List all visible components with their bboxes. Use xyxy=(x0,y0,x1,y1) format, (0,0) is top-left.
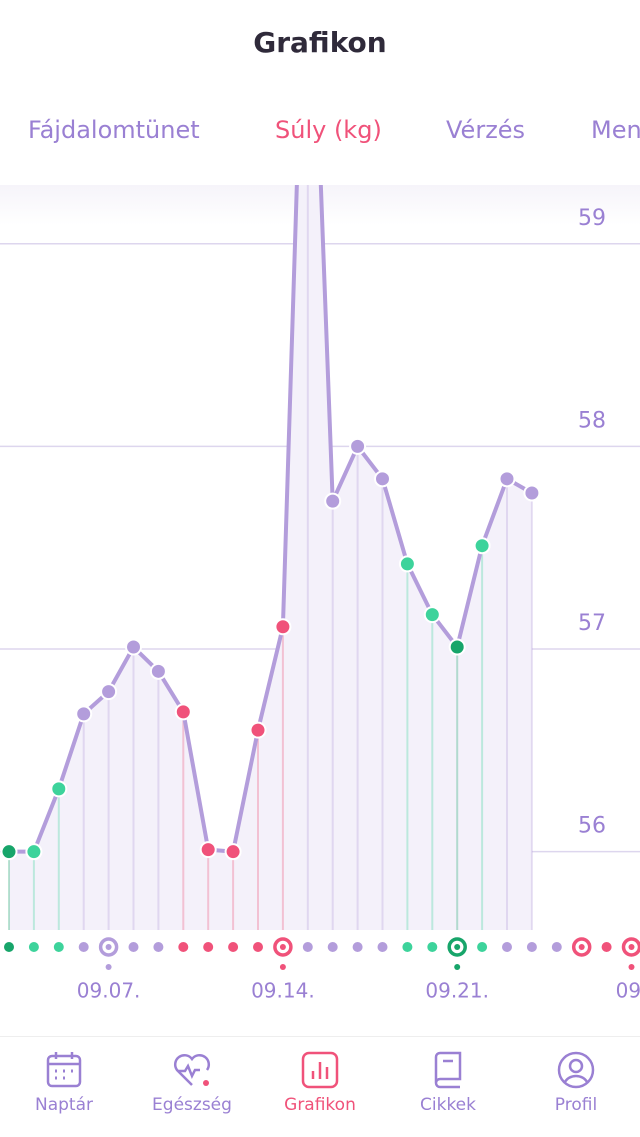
day-ring-center xyxy=(279,944,286,950)
y-tick-label: 59 xyxy=(578,206,606,231)
icon xyxy=(301,1051,339,1089)
x-tick-label: 09.14. xyxy=(251,979,315,1003)
day-dot xyxy=(526,942,537,952)
weight-point xyxy=(274,618,292,636)
page-title: Grafikon xyxy=(253,26,387,59)
nav-label: Naptár xyxy=(35,1095,93,1115)
weight-point xyxy=(374,470,391,488)
day-dot xyxy=(551,942,562,952)
nav-item[interactable]: Cikkek xyxy=(384,1051,512,1115)
tab[interactable]: Vérzés xyxy=(446,116,526,144)
weight-point xyxy=(498,470,516,488)
day-dot xyxy=(28,942,39,952)
label-dot xyxy=(628,964,635,970)
nav-label: Profil xyxy=(554,1095,598,1115)
weight-point xyxy=(100,683,118,701)
weight-point xyxy=(324,492,342,510)
weight-point xyxy=(349,437,367,455)
day-dot xyxy=(228,942,239,952)
day-dot xyxy=(128,942,139,952)
nav-label: Cikkek xyxy=(420,1095,476,1115)
label-dot xyxy=(105,964,112,970)
x-tick-label: 09.21. xyxy=(425,979,489,1003)
day-dot xyxy=(4,942,14,952)
day-dot xyxy=(477,942,488,952)
area xyxy=(9,185,532,930)
weight-point xyxy=(75,705,93,723)
icon xyxy=(46,1052,82,1088)
nav-item[interactable]: Naptár xyxy=(0,1051,128,1115)
day-dot xyxy=(601,942,612,952)
y-tick-label: 56 xyxy=(578,814,606,839)
day-dot xyxy=(352,942,363,952)
label-dot xyxy=(454,964,461,970)
weight-point xyxy=(149,662,167,680)
tab[interactable]: Men xyxy=(591,116,640,144)
day-dot xyxy=(253,942,263,952)
nav-item[interactable]: Grafikon xyxy=(256,1051,384,1115)
day-dot xyxy=(377,942,388,952)
tab[interactable]: Súly (kg) xyxy=(275,116,382,144)
day-dot xyxy=(153,942,164,952)
day-dot xyxy=(53,942,64,952)
y-tick-label: 58 xyxy=(578,408,606,433)
day-dot xyxy=(427,942,438,952)
weight-point xyxy=(174,703,192,721)
chart: 56 57 58 59 09.07. 09.14. 09.21. 09. xyxy=(0,185,640,1030)
day-ring-center xyxy=(454,944,461,950)
day-dot xyxy=(502,942,512,952)
day-dot xyxy=(203,942,214,952)
weight-point xyxy=(125,638,142,656)
y-tick-label: 57 xyxy=(578,611,606,636)
weight-point xyxy=(523,484,541,502)
nav-item[interactable]: Egészség xyxy=(128,1051,256,1115)
day-ring-center xyxy=(105,944,112,950)
weight-point xyxy=(0,843,18,861)
icon xyxy=(174,1054,210,1086)
weight-point xyxy=(423,606,441,624)
tab[interactable]: Fájdalomtünet xyxy=(28,116,200,144)
weight-point xyxy=(199,841,217,859)
weight-line xyxy=(9,185,533,854)
bottom-nav: Naptár Egészség Grafikon Cikkek Profil xyxy=(0,1036,640,1137)
x-tick-label: 09. xyxy=(616,979,640,1003)
day-dot xyxy=(302,942,313,952)
day-dot xyxy=(178,942,189,952)
day-dot xyxy=(327,942,338,952)
weight-point xyxy=(50,780,68,798)
nav-item[interactable]: Profil xyxy=(512,1051,640,1115)
nav-label: Egészség xyxy=(152,1095,232,1115)
weight-point xyxy=(473,537,491,555)
weight-point xyxy=(249,721,267,739)
label-dot xyxy=(279,964,286,970)
nav-label: Grafikon xyxy=(284,1095,356,1115)
day-ring-center xyxy=(578,944,585,950)
icon xyxy=(557,1051,595,1089)
weight-point xyxy=(398,555,416,573)
weight-point xyxy=(25,843,43,861)
weight-point xyxy=(224,843,242,861)
weight-point xyxy=(448,638,466,656)
day-dot xyxy=(78,942,89,952)
x-tick-label: 09.07. xyxy=(77,979,141,1003)
day-ring-center xyxy=(628,944,635,950)
icon xyxy=(434,1051,462,1089)
day-dot xyxy=(402,942,413,952)
